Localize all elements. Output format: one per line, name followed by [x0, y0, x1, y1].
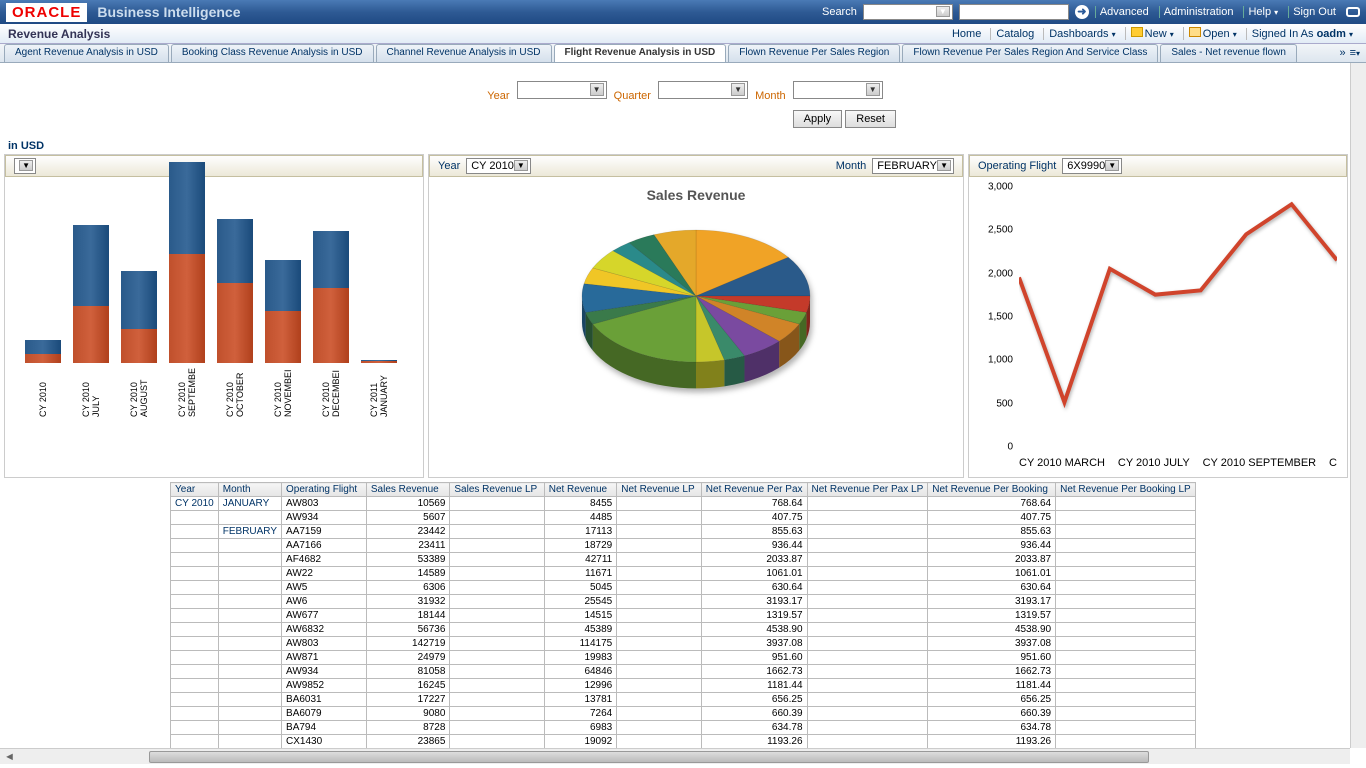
- sub-header: Revenue Analysis Home Catalog Dashboards…: [0, 24, 1366, 44]
- tab-1[interactable]: Booking Class Revenue Analysis in USD: [171, 44, 374, 62]
- dashboard-tabs: Agent Revenue Analysis in USDBooking Cla…: [0, 44, 1366, 63]
- apply-button[interactable]: Apply: [793, 110, 843, 128]
- link-advanced[interactable]: Advanced: [1095, 6, 1153, 18]
- revenue-table: YearMonthOperating FlightSales RevenueSa…: [170, 482, 1196, 749]
- line-chart: [1019, 187, 1337, 445]
- signed-in-as: Signed In As oadm ▾: [1246, 28, 1358, 40]
- page-title: Revenue Analysis: [8, 27, 110, 41]
- reset-button[interactable]: Reset: [845, 110, 896, 128]
- sel-year[interactable]: [517, 81, 607, 99]
- global-header: ORACLE Business Intelligence Search All …: [0, 0, 1366, 24]
- new-icon: [1131, 27, 1143, 37]
- pie-year-lbl: Year: [438, 160, 460, 172]
- pie-chart: [576, 223, 816, 393]
- bar-sel-1[interactable]: 0: [14, 158, 36, 174]
- line-flight-sel[interactable]: 6X9990: [1062, 158, 1122, 174]
- panel-pie: Year CY 2010 Month FEBRUARY Sales Revenu…: [428, 154, 964, 478]
- product-title: Business Intelligence: [97, 4, 240, 20]
- lbl-quarter: Quarter: [614, 90, 651, 102]
- tab-3[interactable]: Flight Revenue Analysis in USD: [554, 44, 727, 62]
- nav-open[interactable]: Open ▾: [1183, 27, 1242, 40]
- signout-icon[interactable]: [1346, 7, 1360, 17]
- search-go-icon[interactable]: ➜: [1075, 5, 1089, 19]
- search-input[interactable]: [959, 4, 1069, 20]
- tab-4[interactable]: Flown Revenue Per Sales Region: [728, 44, 900, 62]
- link-help[interactable]: Help ▾: [1243, 6, 1282, 18]
- lbl-year: Year: [487, 90, 509, 102]
- panel-bar: 0 CY 2010CY 2010 JULYCY 2010 AUGUSTCY 20…: [4, 154, 424, 478]
- dashboard-content: Year Quarter Month Apply Reset in USD 0 …: [0, 63, 1366, 764]
- section-title: in USD: [0, 138, 1366, 154]
- scroll-thumb[interactable]: [149, 751, 1149, 763]
- tab-2[interactable]: Channel Revenue Analysis in USD: [376, 44, 552, 62]
- pie-month-sel[interactable]: FEBRUARY: [872, 158, 954, 174]
- pie-title: Sales Revenue: [429, 177, 963, 213]
- tab-0[interactable]: Agent Revenue Analysis in USD: [4, 44, 169, 62]
- sel-month[interactable]: [793, 81, 883, 99]
- nav-dashboards[interactable]: Dashboards ▾: [1043, 28, 1120, 40]
- panel-line: Operating Flight 6X9990 05001,0001,5002,…: [968, 154, 1348, 478]
- sel-quarter[interactable]: [658, 81, 748, 99]
- vertical-scrollbar[interactable]: [1350, 63, 1366, 748]
- pie-month-lbl: Month: [836, 160, 867, 172]
- tab-overflow-icon[interactable]: »: [1339, 47, 1345, 59]
- open-icon: [1189, 27, 1201, 37]
- line-flight-lbl: Operating Flight: [978, 160, 1056, 172]
- nav-catalog[interactable]: Catalog: [990, 28, 1039, 40]
- tab-options-icon[interactable]: ≡▾: [1350, 47, 1360, 59]
- lbl-month: Month: [755, 90, 786, 102]
- link-signout[interactable]: Sign Out: [1288, 6, 1340, 18]
- bar-chart: CY 2010CY 2010 JULYCY 2010 AUGUSTCY 2010…: [15, 187, 413, 417]
- nav-home[interactable]: Home: [947, 28, 986, 40]
- prompt-row: Year Quarter Month: [0, 63, 1366, 106]
- tab-5[interactable]: Flown Revenue Per Sales Region And Servi…: [902, 44, 1158, 62]
- oracle-logo: ORACLE: [6, 3, 87, 22]
- search-label: Search: [822, 6, 857, 18]
- horizontal-scrollbar[interactable]: ◄: [0, 748, 1350, 764]
- search-scope-select[interactable]: All: [863, 4, 953, 20]
- link-administration[interactable]: Administration: [1159, 6, 1238, 18]
- nav-new[interactable]: New ▾: [1125, 27, 1179, 40]
- tab-6[interactable]: Sales - Net revenue flown: [1160, 44, 1297, 62]
- pie-year-sel[interactable]: CY 2010: [466, 158, 531, 174]
